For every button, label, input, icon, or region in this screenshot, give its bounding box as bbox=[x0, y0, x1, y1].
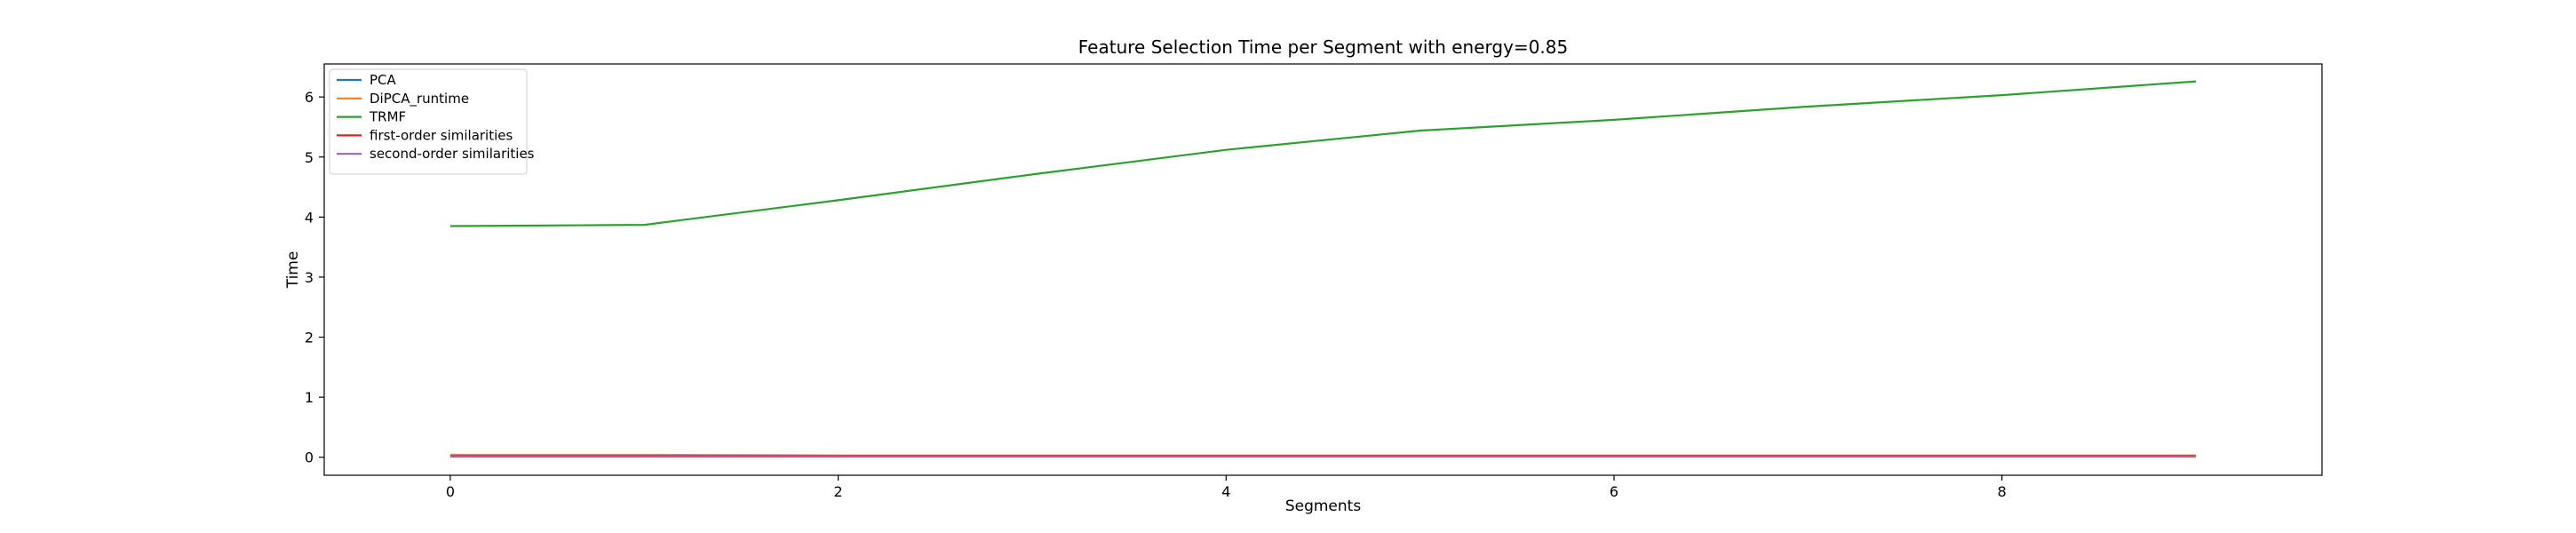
plot-lines bbox=[449, 80, 2197, 458]
chart-title: Feature Selection Time per Segment with … bbox=[1078, 36, 1568, 58]
y-tick-label-6: 6 bbox=[305, 89, 314, 106]
legend-label-2: TRMF bbox=[369, 109, 406, 125]
y-tick-label-2: 2 bbox=[305, 330, 314, 346]
y-tick-label-3: 3 bbox=[305, 269, 314, 286]
plot-frame bbox=[323, 63, 2323, 476]
series-line-2 bbox=[449, 80, 2197, 227]
y-tick-label-4: 4 bbox=[305, 209, 314, 226]
ticks: 0 2 4 6 8 0 1 2 3 4 5 6 bbox=[305, 89, 2007, 500]
legend: PCA DiPCA_runtime TRMF first-order similari… bbox=[329, 68, 535, 175]
x-tick-label-4: 8 bbox=[1998, 483, 2007, 500]
legend-label-0: PCA bbox=[370, 72, 397, 88]
legend-label-3: first-order similarities bbox=[370, 127, 513, 143]
x-axis-label: Segments bbox=[1285, 497, 1362, 515]
x-tick-label-3: 6 bbox=[1610, 483, 1618, 500]
x-tick-label-1: 2 bbox=[834, 483, 843, 500]
y-tick-label-5: 5 bbox=[305, 149, 314, 166]
legend-label-4: second-order similarities bbox=[370, 146, 535, 162]
axes bbox=[323, 63, 2323, 476]
legend-label-1: DiPCA_runtime bbox=[370, 91, 469, 107]
x-tick-label-2: 4 bbox=[1221, 483, 1230, 500]
x-tick-label-0: 0 bbox=[446, 483, 455, 500]
legend-box bbox=[329, 68, 528, 175]
y-axis-label: Time bbox=[284, 251, 302, 290]
y-tick-label-0: 0 bbox=[305, 449, 314, 466]
y-tick-label-1: 1 bbox=[305, 389, 314, 406]
